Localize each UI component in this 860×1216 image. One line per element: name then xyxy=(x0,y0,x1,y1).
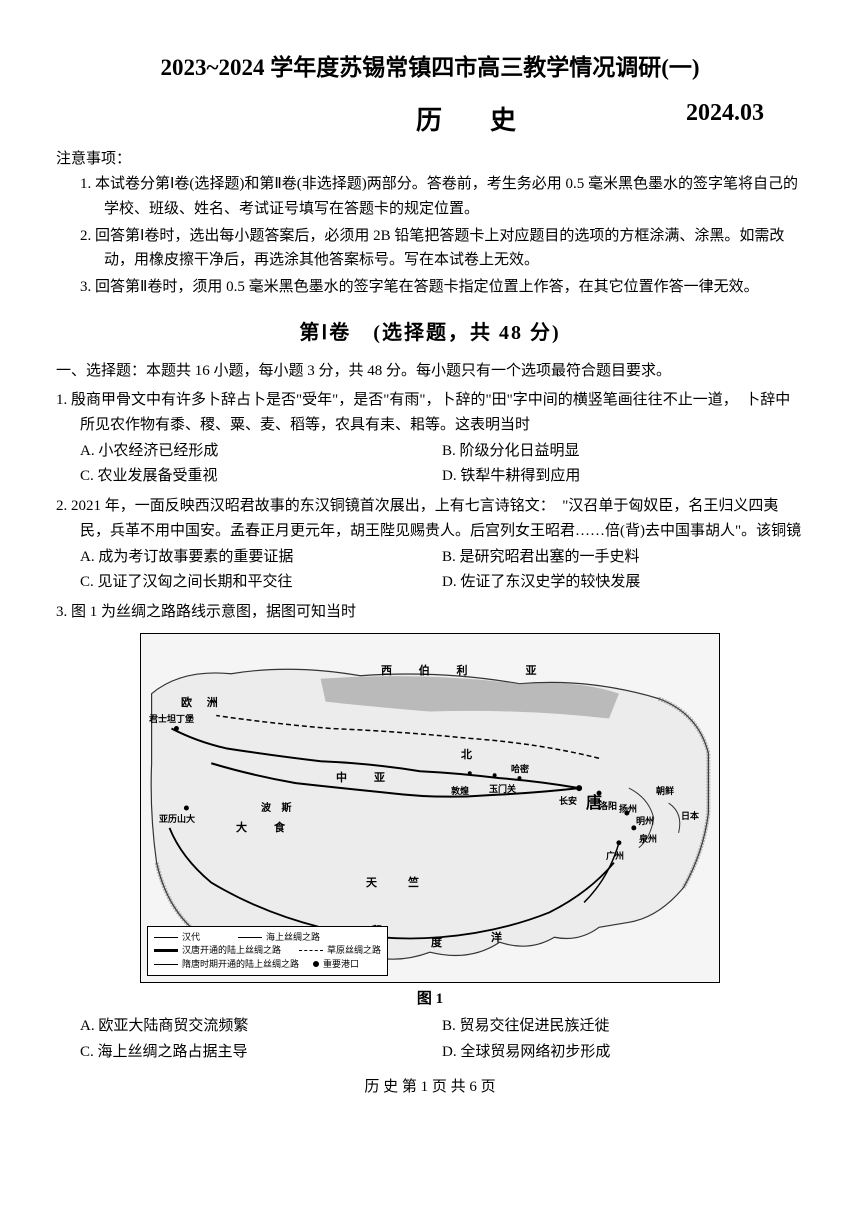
option-c: C. 农业发展备受重视 xyxy=(80,464,442,490)
map-label-yumen: 玉门关 xyxy=(489,782,516,795)
legend-dot-icon xyxy=(313,961,319,967)
option-a: A. 欧亚大陆商贸交流频繁 xyxy=(80,1014,442,1040)
map-label-dunhuang: 敦煌 xyxy=(451,784,469,797)
map-label-changan: 长安 xyxy=(559,794,577,807)
map-label-yang: 洋 xyxy=(491,929,502,945)
legend-dash-icon xyxy=(299,950,323,951)
option-b: B. 是研究昭君出塞的一手史料 xyxy=(442,545,804,571)
subtitle-row: 历史 2024.03 xyxy=(56,100,804,137)
map-label-europe: 欧 洲 xyxy=(181,694,224,710)
notice-item: 2. 回答第Ⅰ卷时，选出每小题答案后，必须用 2B 铅笔把答题卡上对应题目的选项… xyxy=(80,224,804,274)
option-d: D. 全球贸易网络初步形成 xyxy=(442,1040,804,1066)
question-stem: 1. 殷商甲骨文中有许多卜辞占卜是否"受年"，是否"有雨"，卜辞的"田"字中间的… xyxy=(56,388,804,439)
option-d: D. 铁犁牛耕得到应用 xyxy=(442,464,804,490)
map-label-luoyang: 洛阳 xyxy=(599,799,617,812)
notice-item: 1. 本试卷分第Ⅰ卷(选择题)和第Ⅱ卷(非选择题)两部分。答卷前，考生务必用 0… xyxy=(80,172,804,222)
exam-date: 2024.03 xyxy=(686,100,764,127)
legend-text: 重要港口 xyxy=(323,958,359,972)
option-b: B. 阶级分化日益明显 xyxy=(442,439,804,465)
map-label-central-asia: 中 亚 xyxy=(336,769,393,785)
figure-caption: 图 1 xyxy=(56,987,804,1008)
notice-list: 1. 本试卷分第Ⅰ卷(选择题)和第Ⅱ卷(非选择题)两部分。答卷前，考生务必用 0… xyxy=(56,172,804,300)
option-c: C. 海上丝绸之路占据主导 xyxy=(80,1040,442,1066)
map-label-yangzhou: 扬州 xyxy=(619,802,637,815)
option-d: D. 佐证了东汉史学的较快发展 xyxy=(442,570,804,596)
map-label-junshi: 君士坦丁堡 xyxy=(149,712,194,725)
map-label-siberia: 西 伯 利 亚 xyxy=(381,662,549,678)
legend-item: 汉唐开通的陆上丝绸之路 草原丝绸之路 xyxy=(154,944,381,958)
question-stem: 2. 2021 年，一面反映西汉昭君故事的东汉铜镜首次展出，上有七言诗铭文： "… xyxy=(56,494,804,545)
legend-item: 汉代 海上丝绸之路 xyxy=(154,931,381,945)
map-label-yaxi: 亚历山大 xyxy=(159,812,195,825)
legend-line-icon xyxy=(154,964,178,965)
map-label-guangzhou: 广州 xyxy=(606,849,624,862)
map-label-mingzhou: 明州 xyxy=(636,814,654,827)
map-label-tianzhu: 天 竺 xyxy=(366,874,429,890)
question-1: 1. 殷商甲骨文中有许多卜辞占卜是否"受年"，是否"有雨"，卜辞的"田"字中间的… xyxy=(56,388,804,490)
map-label-chaoxian: 朝鲜 xyxy=(656,784,674,797)
map-label-bosi: 波 斯 xyxy=(261,799,296,814)
map-label-bei: 北 xyxy=(461,746,472,762)
option-c: C. 见证了汉匈之间长期和平交往 xyxy=(80,570,442,596)
legend-text: 隋唐时期开通的陆上丝绸之路 xyxy=(182,958,299,972)
legend-text: 草原丝绸之路 xyxy=(327,944,381,958)
map-legend: 汉代 海上丝绸之路 汉唐开通的陆上丝绸之路 草原丝绸之路 隋唐时期开通的陆上丝绸… xyxy=(147,926,388,977)
legend-text: 海上丝绸之路 xyxy=(266,931,320,945)
section-instruction: 一、选择题：本题共 16 小题，每小题 3 分，共 48 分。每小题只有一个选项… xyxy=(56,359,804,384)
question-stem: 3. 图 1 为丝绸之路路线示意图，据图可知当时 xyxy=(56,600,804,626)
question-2: 2. 2021 年，一面反映西汉昭君故事的东汉铜镜首次展出，上有七言诗铭文： "… xyxy=(56,494,804,596)
question-3: 3. 图 1 为丝绸之路路线示意图，据图可知当时 xyxy=(56,600,804,626)
question-3-options: A. 欧亚大陆商贸交流频繁 B. 贸易交往促进民族迁徙 C. 海上丝绸之路占据主… xyxy=(56,1014,804,1065)
legend-item: 隋唐时期开通的陆上丝绸之路 重要港口 xyxy=(154,958,381,972)
page-footer: 历 史 第 1 页 共 6 页 xyxy=(56,1075,804,1096)
silk-road-map: 西 伯 利 亚 欧 洲 中 亚 大 食 天 竺 唐 北 长安 洛阳 哈密 玉门关… xyxy=(140,633,720,983)
map-label-riben: 日本 xyxy=(681,809,699,822)
question-options: A. 成为考订故事要素的重要证据 B. 是研究昭君出塞的一手史料 C. 见证了汉… xyxy=(56,545,804,596)
legend-thick-icon xyxy=(154,949,178,952)
map-label-arabia: 大 食 xyxy=(236,819,293,835)
legend-text: 汉唐开通的陆上丝绸之路 xyxy=(182,944,281,958)
notice-item: 3. 回答第Ⅱ卷时，须用 0.5 毫米黑色墨水的签字笔在答题卡指定位置上作答，在… xyxy=(80,275,804,300)
option-a: A. 成为考订故事要素的重要证据 xyxy=(80,545,442,571)
option-b: B. 贸易交往促进民族迁徙 xyxy=(442,1014,804,1040)
map-label-quanzhou: 泉州 xyxy=(639,832,657,845)
main-title: 2023~2024 学年度苏锡常镇四市高三教学情况调研(一) xyxy=(56,48,804,82)
section-header: 第Ⅰ卷 (选择题，共 48 分) xyxy=(56,316,804,345)
legend-line-icon xyxy=(238,937,262,938)
legend-text: 汉代 xyxy=(182,931,200,945)
subject-label: 历史 xyxy=(296,100,564,137)
option-a: A. 小农经济已经形成 xyxy=(80,439,442,465)
map-label-hami: 哈密 xyxy=(511,762,529,775)
notice-label: 注意事项： xyxy=(56,147,804,168)
map-label-du: 度 xyxy=(431,934,442,950)
question-options: A. 小农经济已经形成 B. 阶级分化日益明显 C. 农业发展备受重视 D. 铁… xyxy=(56,439,804,490)
legend-line-icon xyxy=(154,937,178,938)
